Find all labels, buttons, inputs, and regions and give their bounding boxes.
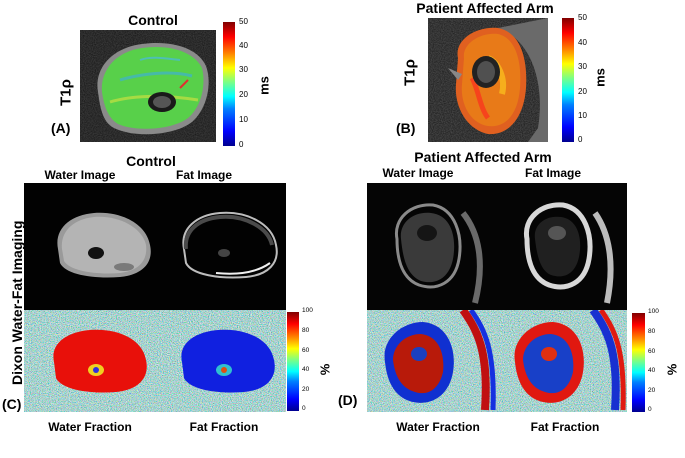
panel-a-side-label: T1ρ (57, 79, 75, 106)
panel-d-tick-60: 60 (648, 348, 656, 355)
panel-c-fat-fraction-map (156, 310, 286, 412)
panel-c-tick-40: 40 (302, 366, 310, 373)
panel-b-tick-50: 50 (578, 13, 587, 22)
panel-a-tick-50: 50 (239, 17, 248, 26)
panel-a-tick-20: 20 (239, 90, 248, 99)
panel-d-tick-100: 100 (648, 308, 659, 315)
panel-d-tick-0: 0 (648, 406, 652, 413)
panel-b-tick-40: 40 (578, 38, 587, 47)
panel-b-tick-20: 20 (578, 87, 587, 96)
panel-d-letter: (D) (338, 392, 358, 408)
panel-b-unit: ms (592, 68, 608, 87)
panel-b-title: Patient Affected Arm (416, 0, 554, 16)
panel-d-colorbar (632, 313, 645, 412)
panel-a-title: Control (128, 12, 178, 28)
panel-d-fat-image-label: Fat Image (524, 166, 581, 180)
panel-c-tick-100: 100 (302, 307, 313, 314)
row-label-dixon: Dixon Water-Fat Imaging (9, 220, 25, 385)
panel-b-tick-0: 0 (578, 135, 583, 144)
panel-c-water-image-label: Water Image (44, 168, 116, 182)
panel-d-unit: % (664, 363, 680, 376)
panel-c-water-fraction-map (24, 310, 156, 412)
panel-d-fat-image (497, 183, 627, 310)
panel-a-tick-30: 30 (239, 65, 248, 74)
panel-c-tick-60: 60 (302, 347, 310, 354)
panel-a-tick-0: 0 (239, 140, 244, 149)
panel-c-tick-80: 80 (302, 327, 310, 334)
panel-d-tick-20: 20 (648, 387, 656, 394)
panel-b-side-label: T1ρ (401, 59, 419, 86)
panel-b-colorbar (562, 18, 574, 142)
panel-c-letter: (C) (2, 396, 22, 412)
panel-c-fat-fraction-label: Fat Fraction (189, 420, 259, 434)
panel-a-tick-10: 10 (239, 115, 248, 124)
panel-a-colorbar (223, 22, 235, 146)
panel-a-unit: ms (256, 76, 272, 95)
panel-c-title: Control (126, 153, 176, 169)
panel-d-fat-fraction-map (497, 310, 627, 412)
panel-d-water-fraction-label: Water Fraction (396, 420, 480, 434)
panel-d-tick-40: 40 (648, 367, 656, 374)
panel-b-t1rho-map (428, 18, 548, 142)
panel-a-letter: (A) (51, 120, 71, 136)
panel-d-title: Patient Affected Arm (414, 149, 552, 165)
panel-c-fat-image (156, 183, 286, 310)
panel-c-tick-0: 0 (302, 405, 306, 412)
panel-b-tick-10: 10 (578, 111, 587, 120)
panel-c-water-fraction-label: Water Fraction (48, 420, 132, 434)
panel-d-water-fraction-map (367, 310, 497, 412)
panel-c-colorbar (287, 312, 299, 411)
panel-c-fat-image-label: Fat Image (175, 168, 232, 182)
panel-d-tick-80: 80 (648, 328, 656, 335)
panel-a-tick-40: 40 (239, 41, 248, 50)
panel-c-unit: % (317, 363, 333, 376)
panel-d-water-image-label: Water Image (382, 166, 454, 180)
panel-c-tick-20: 20 (302, 386, 310, 393)
panel-c-water-image (24, 183, 156, 310)
panel-d-water-image (367, 183, 497, 310)
panel-b-tick-30: 30 (578, 62, 587, 71)
panel-b-letter: (B) (396, 120, 416, 136)
panel-d-fat-fraction-label: Fat Fraction (530, 420, 600, 434)
panel-a-t1rho-map (80, 30, 216, 142)
